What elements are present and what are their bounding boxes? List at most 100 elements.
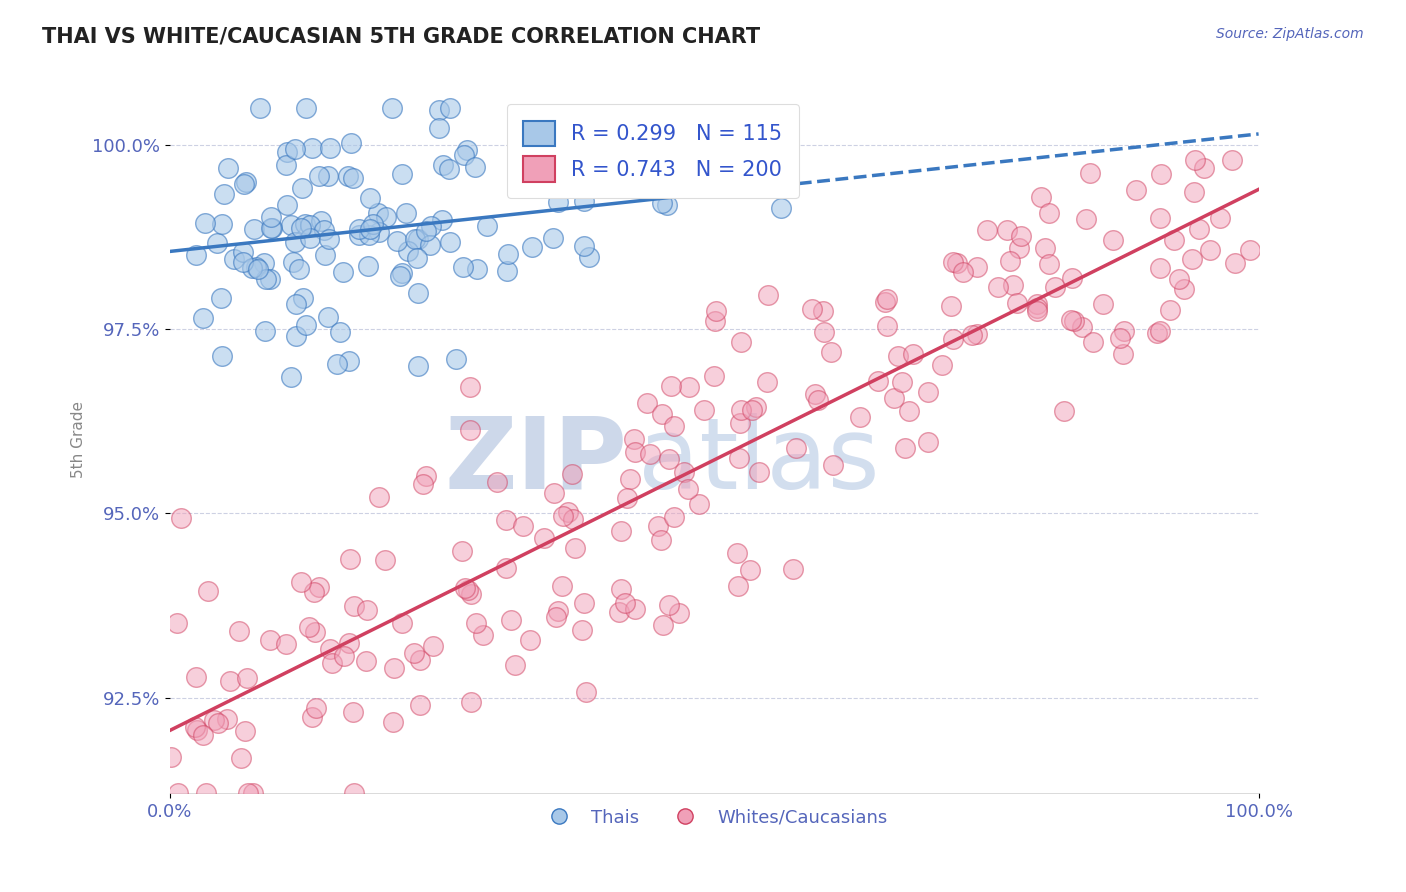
Point [460,695,482,709]
Point [572,194,595,208]
Point [1149,211,1171,225]
Point [748,466,770,480]
Point [813,325,835,339]
Point [623,432,645,446]
Point [1108,331,1130,345]
Point [678,380,700,394]
Point [876,318,898,333]
Point [688,497,710,511]
Text: Source: ZipAtlas.com: Source: ZipAtlas.com [1216,27,1364,41]
Point [551,579,574,593]
Point [288,262,311,277]
Point [1182,185,1205,199]
Point [1043,280,1066,294]
Point [1188,222,1211,236]
Y-axis label: 5th Grade: 5th Grade [72,401,86,478]
Point [572,239,595,253]
Point [357,259,380,273]
Point [571,136,593,150]
Point [274,637,297,651]
Point [1102,233,1125,247]
Point [349,221,371,235]
Point [193,310,215,325]
Point [475,219,498,234]
Point [801,302,824,317]
Point [453,260,475,274]
Point [655,197,678,211]
Point [329,326,352,340]
Point [404,232,426,246]
Point [321,656,343,670]
Point [1199,244,1222,258]
Point [439,235,461,249]
Point [450,544,472,558]
Point [249,102,271,116]
Point [785,442,807,456]
Point [333,648,356,663]
Point [298,620,321,634]
Point [962,327,984,342]
Point [391,616,413,631]
Point [1060,313,1083,327]
Point [276,197,298,211]
Point [607,606,630,620]
Point [184,720,207,734]
Point [432,158,454,172]
Point [167,786,190,800]
Point [406,359,429,373]
Point [368,490,391,504]
Point [662,418,685,433]
Point [1146,326,1168,340]
Point [260,211,283,225]
Point [1010,228,1032,243]
Point [233,723,256,738]
Point [472,628,495,642]
Point [998,254,1021,268]
Point [658,598,681,612]
Point [356,603,378,617]
Point [343,599,366,614]
Point [1008,241,1031,255]
Point [284,235,307,250]
Point [235,175,257,189]
Point [995,223,1018,237]
Point [1091,297,1114,311]
Point [290,574,312,589]
Point [439,102,461,116]
Point [415,224,437,238]
Point [1173,282,1195,296]
Point [460,380,482,394]
Text: ZIP: ZIP [444,413,627,509]
Point [422,639,444,653]
Point [931,358,953,372]
Point [782,562,804,576]
Point [1038,205,1060,219]
Point [458,423,481,437]
Point [202,713,225,727]
Point [1159,302,1181,317]
Point [727,579,749,593]
Point [650,533,672,547]
Point [290,221,312,235]
Point [260,221,283,235]
Point [240,260,263,275]
Point [1184,153,1206,167]
Point [291,181,314,195]
Point [456,144,478,158]
Point [374,553,396,567]
Point [811,304,834,318]
Point [280,370,302,384]
Point [316,310,339,324]
Point [209,291,232,305]
Point [1167,272,1189,286]
Point [160,750,183,764]
Point [319,141,342,155]
Point [246,261,269,276]
Point [547,195,569,210]
Point [285,297,308,311]
Point [942,255,965,269]
Point [314,248,336,262]
Point [745,400,768,414]
Point [342,705,364,719]
Point [527,174,550,188]
